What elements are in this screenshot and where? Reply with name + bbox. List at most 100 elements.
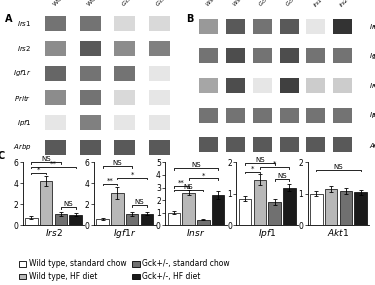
X-axis label: $\it{Akt1}$: $\it{Akt1}$ (327, 227, 350, 237)
Bar (254, 180, 266, 225)
Text: $\it{Ipf1}$: $\it{Ipf1}$ (369, 110, 375, 120)
Bar (253, 19, 272, 34)
Text: Wild type, standard chow: Wild type, standard chow (52, 0, 112, 7)
Text: *: * (273, 161, 276, 167)
Bar (200, 19, 218, 34)
Bar (200, 137, 218, 152)
Bar (45, 140, 66, 155)
Bar (114, 90, 135, 105)
Bar (279, 48, 298, 63)
Bar (253, 137, 272, 152)
Bar (306, 137, 325, 152)
Bar (114, 16, 135, 31)
Legend: Wild type, standard chow, Wild type, HF diet, Gck+/-, standard chow, Gck+/-, HF : Wild type, standard chow, Wild type, HF … (19, 259, 230, 281)
Text: $\it{Arbp}$: $\it{Arbp}$ (13, 142, 32, 152)
Text: NS: NS (255, 157, 265, 163)
Bar (114, 115, 135, 130)
Text: NS: NS (334, 164, 343, 170)
Bar (45, 16, 66, 31)
Bar (148, 41, 170, 56)
Bar (141, 214, 153, 225)
Bar (253, 48, 272, 63)
Bar (80, 90, 100, 105)
Bar (54, 214, 67, 225)
Text: C: C (0, 151, 5, 161)
Text: Wild type, HF diet: Wild type, HF diet (232, 0, 270, 7)
Bar (96, 219, 109, 225)
Bar (80, 66, 100, 81)
Text: Irs1+/-: Irs1+/- (312, 0, 329, 7)
Bar (253, 78, 272, 93)
Bar (306, 78, 325, 93)
Bar (25, 218, 38, 225)
Bar (333, 78, 352, 93)
Text: **: ** (106, 178, 113, 184)
Text: *: * (130, 172, 134, 178)
Bar (279, 137, 298, 152)
Bar (45, 115, 66, 130)
Bar (148, 90, 170, 105)
Bar (111, 193, 124, 225)
Text: $\it{Ipf1}$: $\it{Ipf1}$ (17, 117, 32, 128)
X-axis label: $\it{Insr}$: $\it{Insr}$ (186, 227, 206, 237)
Text: Irs2+/-: Irs2+/- (339, 0, 356, 7)
Bar (354, 192, 367, 225)
Text: A: A (4, 14, 12, 24)
Text: NS: NS (63, 201, 73, 207)
Text: $\leftarrow$ $\it{Igf1r}$: $\leftarrow$ $\it{Igf1r}$ (371, 51, 375, 61)
X-axis label: $\it{Igf1r}$: $\it{Igf1r}$ (113, 227, 136, 239)
Text: $\it{Insr}$: $\it{Insr}$ (369, 81, 375, 90)
Text: $\it{Akt1}$: $\it{Akt1}$ (369, 140, 375, 150)
Text: NS: NS (277, 173, 287, 179)
Bar (148, 140, 170, 155)
Bar (45, 41, 66, 56)
Text: Gck+/-, HF diet: Gck+/-, HF diet (285, 0, 319, 7)
Bar (114, 66, 135, 81)
Bar (253, 108, 272, 123)
Bar (148, 115, 170, 130)
Bar (279, 78, 298, 93)
Bar (226, 48, 245, 63)
Bar (80, 115, 100, 130)
Bar (200, 108, 218, 123)
Text: *: * (251, 166, 254, 172)
Bar (306, 19, 325, 34)
Bar (310, 194, 322, 225)
Text: NS: NS (135, 199, 144, 205)
Bar (148, 66, 170, 81)
Bar (283, 188, 296, 225)
Text: NS: NS (191, 162, 201, 168)
Text: NS: NS (112, 160, 122, 166)
Text: **: ** (178, 180, 184, 186)
Text: NS: NS (41, 156, 51, 162)
Bar (200, 48, 218, 63)
Bar (226, 137, 245, 152)
Bar (114, 140, 135, 155)
Text: Gck+/-, standard chow: Gck+/-, standard chow (259, 0, 307, 7)
Bar (339, 191, 352, 225)
Text: *: * (202, 172, 205, 178)
Text: $\it{Igf1r}$: $\it{Igf1r}$ (369, 51, 375, 61)
Text: $\it{Prltr}$: $\it{Prltr}$ (15, 93, 32, 103)
Bar (279, 19, 298, 34)
Text: $\it{Igf1r}$: $\it{Igf1r}$ (13, 68, 32, 78)
Bar (333, 137, 352, 152)
X-axis label: $\it{Irs2}$: $\it{Irs2}$ (45, 227, 62, 237)
Bar (168, 213, 180, 225)
Text: Wild type, standard chow: Wild type, standard chow (205, 0, 258, 7)
Text: B: B (186, 14, 194, 24)
Text: $\leftarrow$ $\it{Insr}$: $\leftarrow$ $\it{Insr}$ (371, 81, 375, 90)
Bar (69, 215, 82, 225)
Text: $\it{Irs2}$: $\it{Irs2}$ (369, 22, 375, 31)
Bar (40, 181, 53, 225)
Text: **: ** (50, 161, 57, 167)
Text: $\it{Irs2}$: $\it{Irs2}$ (17, 44, 32, 53)
Bar (333, 19, 352, 34)
Bar (306, 108, 325, 123)
Text: *: * (37, 167, 40, 173)
Bar (45, 90, 66, 105)
Text: $\leftarrow$ $\it{Irs2}$: $\leftarrow$ $\it{Irs2}$ (371, 22, 375, 31)
Bar (197, 219, 210, 225)
X-axis label: $\it{Ipf1}$: $\it{Ipf1}$ (258, 227, 276, 239)
Bar (333, 108, 352, 123)
